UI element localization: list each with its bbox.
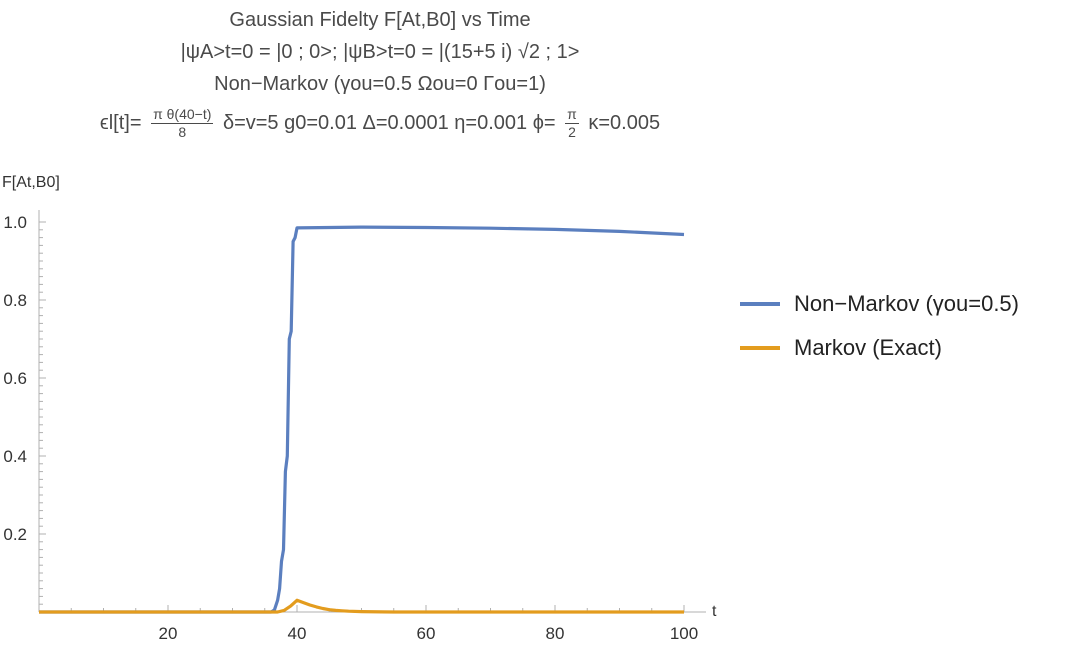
parameters-subtitle: ϵl[t]= π θ(40−t) 8 δ=v=5 g0=0.01 Δ=0.000… [0,100,760,146]
y-tick-label: 0.4 [3,447,27,466]
legend-swatch-markov [740,346,780,350]
legend-label-non-markov: Non−Markov (γou=0.5) [794,291,1019,316]
legend-label-markov: Markov (Exact) [794,335,942,360]
y-axis-label: F[At,B0] [2,174,60,191]
y-tick-label: 0.2 [3,525,27,544]
theta-fraction: π θ(40−t) 8 [151,106,214,141]
phi-fraction-denominator: 2 [568,124,576,141]
series-line-non-markov [39,225,685,614]
parameters-lhs: ϵl[t]= [99,112,142,134]
y-tick-label: 0.6 [3,369,27,388]
x-tick-label: 40 [288,624,307,643]
parameters-mid: δ=v=5 g0=0.01 Δ=0.0001 η=0.001 ϕ= [222,112,556,134]
chart-title: Gaussian Fidelty F[At,B0] vs Time [229,9,531,31]
series-lines [39,225,685,614]
legend: Non−Markov (γou=0.5) Markov (Exact) [740,282,1019,370]
y-tick-label: 0.8 [3,291,27,310]
legend-item-non-markov: Non−Markov (γou=0.5) [740,282,1019,326]
y-tick-label: 1.0 [3,213,27,232]
theta-fraction-denominator: 8 [178,124,187,141]
legend-swatch-non-markov [740,302,780,306]
legend-item-markov: Markov (Exact) [740,326,1019,370]
theta-fraction-numerator: π θ(40−t) [151,106,214,125]
parameters-rhs: κ=0.005 [588,112,661,134]
phi-fraction: π 2 [565,106,579,141]
axes [38,210,706,613]
chart-title-block: Gaussian Fidelty F[At,B0] vs Time |ψA>t=… [0,4,760,146]
x-axis-label: t [712,603,717,620]
x-tick-label: 20 [159,624,178,643]
initial-states-subtitle: |ψA>t=0 = |0 ; 0>; |ψB>t=0 = |(15+5 i) √… [180,41,580,63]
model-subtitle: Non−Markov (γou=0.5 Ωou=0 Γou=1) [214,73,546,95]
ticks: 20 40 60 80 100 0.2 0.4 0.6 0.8 1.0 [3,213,698,643]
series-line-markov [39,598,684,614]
x-tick-label: 60 [417,624,436,643]
x-tick-label: 100 [670,624,698,643]
x-tick-label: 80 [546,624,565,643]
phi-fraction-numerator: π [565,106,579,125]
